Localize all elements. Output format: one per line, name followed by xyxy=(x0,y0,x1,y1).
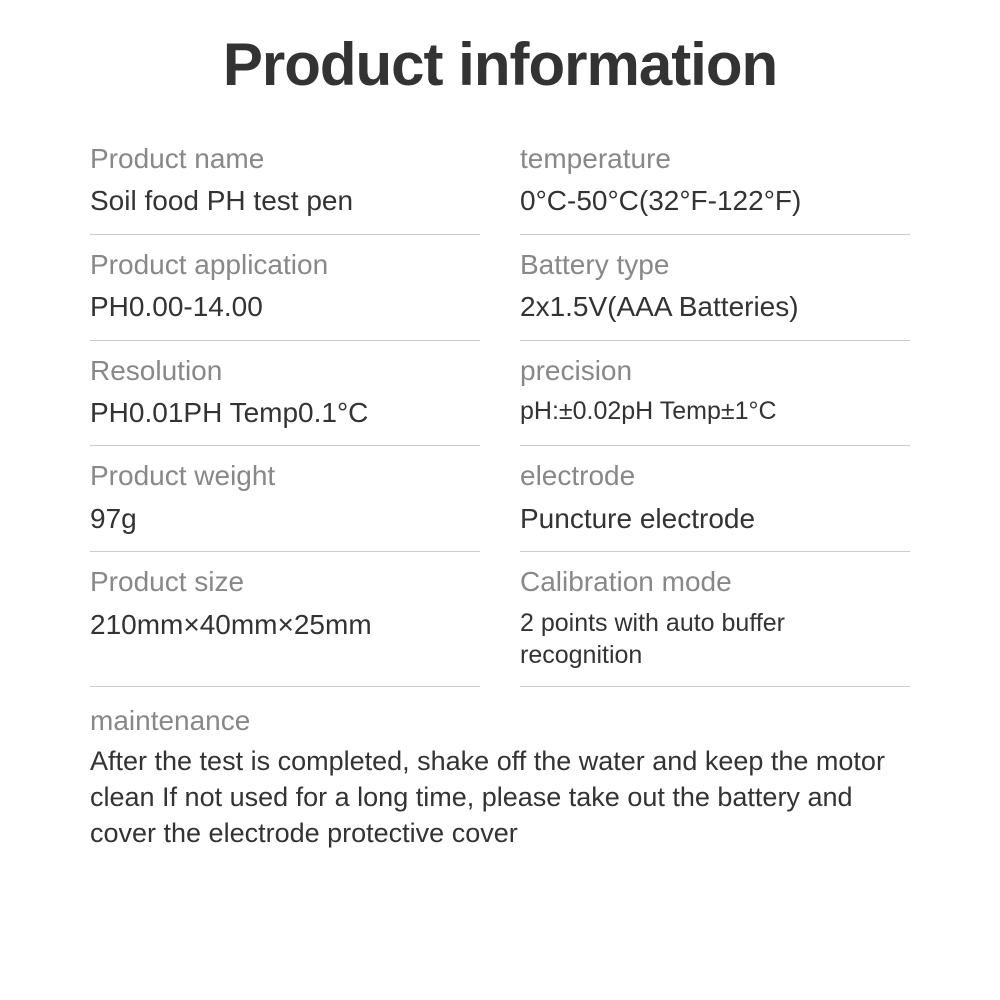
spec-value: Soil food PH test pen xyxy=(90,183,480,219)
spec-item: electrode Puncture electrode xyxy=(520,446,910,552)
spec-label: precision xyxy=(520,353,910,389)
spec-item: Product size 210mm×40mm×25mm xyxy=(90,552,480,686)
spec-value: pH:±0.02pH Temp±1°C xyxy=(520,395,910,428)
spec-label: Product name xyxy=(90,141,480,177)
spec-value: Puncture electrode xyxy=(520,501,910,537)
spec-label: Resolution xyxy=(90,353,480,389)
spec-value: 0°C-50°C(32°F-122°F) xyxy=(520,183,910,219)
spec-value: 2 points with auto buffer recognition xyxy=(520,607,910,672)
spec-item: Battery type 2x1.5V(AAA Batteries) xyxy=(520,235,910,341)
spec-label: Calibration mode xyxy=(520,564,910,600)
spec-item: Calibration mode 2 points with auto buff… xyxy=(520,552,910,686)
spec-label: temperature xyxy=(520,141,910,177)
maintenance-section: maintenance After the test is completed,… xyxy=(90,705,910,852)
spec-label: Product application xyxy=(90,247,480,283)
spec-value: 210mm×40mm×25mm xyxy=(90,607,480,643)
spec-item: precision pH:±0.02pH Temp±1°C xyxy=(520,341,910,447)
spec-label: Battery type xyxy=(520,247,910,283)
spec-item: Resolution PH0.01PH Temp0.1°C xyxy=(90,341,480,447)
spec-grid: Product name Soil food PH test pen tempe… xyxy=(90,129,910,687)
spec-value: 97g xyxy=(90,501,480,537)
spec-value: PH0.00-14.00 xyxy=(90,289,480,325)
spec-item: temperature 0°C-50°C(32°F-122°F) xyxy=(520,129,910,235)
spec-label: Product weight xyxy=(90,458,480,494)
page-title: Product information xyxy=(90,30,910,99)
spec-item: Product application PH0.00-14.00 xyxy=(90,235,480,341)
spec-item: Product weight 97g xyxy=(90,446,480,552)
spec-value: 2x1.5V(AAA Batteries) xyxy=(520,289,910,325)
spec-label: Product size xyxy=(90,564,480,600)
spec-item: Product name Soil food PH test pen xyxy=(90,129,480,235)
maintenance-text: After the test is completed, shake off t… xyxy=(90,743,910,852)
maintenance-label: maintenance xyxy=(90,705,910,737)
spec-label: electrode xyxy=(520,458,910,494)
spec-value: PH0.01PH Temp0.1°C xyxy=(90,395,480,431)
